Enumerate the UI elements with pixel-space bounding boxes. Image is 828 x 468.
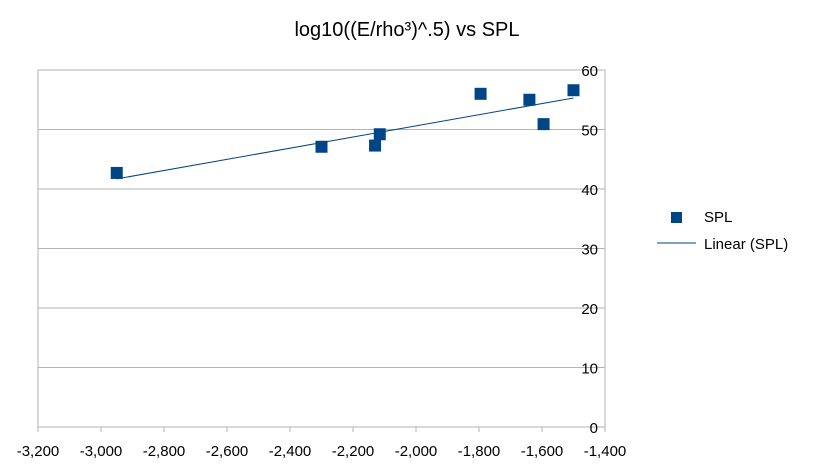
- x-tick-label-4: -2,400: [269, 443, 312, 460]
- x-tick-label-7: -1,800: [458, 443, 501, 460]
- trendline-linear-spl: [116, 97, 574, 180]
- y-axis: 0 10 20 30 40 50 60: [581, 63, 605, 437]
- x-tick-label-9: -1,400: [584, 443, 627, 460]
- data-point-0-6: [537, 118, 550, 131]
- y-tick-label-6: 60: [581, 63, 598, 80]
- data-point-0-2: [369, 139, 382, 152]
- data-point-0-3: [373, 128, 386, 141]
- data-point-0-5: [523, 93, 536, 106]
- x-tick-label-8: -1,600: [521, 443, 564, 460]
- y-tick-label-1: 10: [581, 361, 598, 378]
- data-point-0-7: [567, 84, 580, 97]
- x-tick-label-3: -2,600: [206, 443, 249, 460]
- data-point-0-4: [474, 87, 487, 100]
- y-tick-label-0: 0: [590, 420, 598, 437]
- y-tick-label-2: 20: [581, 301, 598, 318]
- legend-label-linear: Linear (SPL): [704, 236, 788, 253]
- x-tick-label-2: -2,800: [143, 443, 186, 460]
- legend: SPL Linear (SPL): [657, 209, 788, 253]
- gridlines: [38, 129, 605, 368]
- y-tick-label-5: 50: [581, 123, 598, 140]
- chart-title: log10((E/rho³)^.5) vs SPL: [294, 19, 519, 41]
- data-point-0-0: [110, 166, 123, 179]
- y-tick-label-4: 40: [581, 182, 598, 199]
- x-tick-label-5: -2,200: [332, 443, 375, 460]
- x-tick-label-1: -3,000: [80, 443, 123, 460]
- x-tick-label-6: -2,000: [395, 443, 438, 460]
- data-points: [110, 84, 580, 179]
- trendline-layer: [116, 97, 574, 180]
- legend-label-spl: SPL: [704, 209, 732, 226]
- x-tick-label-0: -3,200: [17, 443, 60, 460]
- y-tick-label-3: 30: [581, 242, 598, 259]
- data-point-0-1: [315, 140, 328, 153]
- x-axis: -3,200 -3,000 -2,800 -2,600 -2,400 -2,200 -2,0…: [17, 427, 627, 460]
- legend-marker-spl: [671, 212, 682, 223]
